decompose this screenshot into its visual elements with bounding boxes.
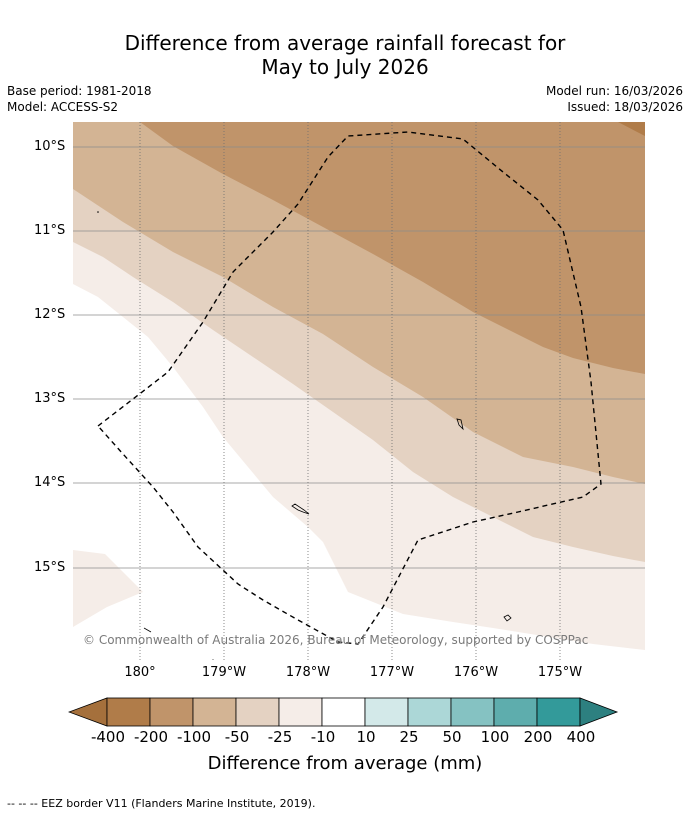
lon-label-175w: 175°W	[537, 665, 583, 680]
islet-nw	[97, 211, 99, 213]
colorbar-cell	[192, 697, 237, 727]
band-minus-200	[618, 122, 645, 136]
colorbar-label: 200	[523, 728, 553, 746]
colorbar-cell	[278, 697, 323, 727]
eez-footer-note: -- -- -- EEZ border V11 (Flanders Marine…	[7, 797, 316, 810]
colorbar-label: 25	[399, 728, 419, 746]
model-name: Model: ACCESS-S2	[7, 100, 119, 114]
model-run: Model run: 16/03/2026	[545, 84, 683, 98]
lon-label-176w: 176°W	[453, 665, 499, 680]
colorbar-cell	[364, 697, 409, 727]
eez-border	[96, 131, 602, 645]
lat-label-11s: 11°S	[34, 223, 66, 238]
colorbar-cell	[450, 697, 495, 727]
colorbar-cell	[536, 697, 581, 727]
colorbar-label: 400	[566, 728, 596, 746]
colorbar-cell	[106, 697, 151, 727]
colorbar-title: Difference from average (mm)	[207, 753, 483, 774]
colorbar-label: 50	[442, 728, 462, 746]
band-minus-10-sw-patch	[73, 550, 143, 627]
colorbar-cell	[149, 697, 194, 727]
colorbar-label: -25	[267, 728, 293, 746]
lon-label-178w: 178°W	[285, 665, 331, 680]
lat-label-12s: 12°S	[34, 307, 66, 322]
map-title-line-2: May to July 2026	[261, 55, 429, 79]
colorbar-cell	[493, 697, 538, 727]
band-minus-100	[140, 122, 645, 374]
colorbar	[68, 697, 619, 727]
island-west	[291, 503, 310, 515]
copyright-notice: © Commonwealth of Australia 2026, Bureau…	[83, 633, 589, 647]
colorbar-label: -200	[133, 728, 169, 746]
colorbar-cell	[407, 697, 452, 727]
colorbar-label: 100	[480, 728, 510, 746]
colorbar-label: -400	[90, 728, 126, 746]
lat-label-14s: 14°S	[34, 475, 66, 490]
lon-label-180: 180°	[124, 665, 156, 680]
lon-label-177w: 177°W	[369, 665, 415, 680]
island-north	[456, 418, 464, 431]
lon-label-179w: 179°W	[201, 665, 247, 680]
issued-date: Issued: 18/03/2026	[567, 100, 683, 114]
latitude-gridlines	[73, 146, 645, 569]
island-south	[503, 614, 512, 622]
lat-label-10s: 10°S	[34, 139, 66, 154]
base-period: Base period: 1981-2018	[7, 84, 152, 98]
colorbar-label: 10	[356, 728, 376, 746]
islet-south	[212, 659, 214, 660]
lat-label-13s: 13°S	[34, 391, 66, 406]
colorbar-label: -50	[224, 728, 250, 746]
lat-label-15s: 15°S	[34, 560, 66, 575]
colorbar-label: -100	[176, 728, 212, 746]
colorbar-extend-low	[68, 697, 108, 727]
islet-sw	[143, 627, 152, 633]
colorbar-label: -10	[310, 728, 336, 746]
colorbar-cell	[321, 697, 366, 727]
map-title-line-1: Difference from average rainfall forecas…	[124, 31, 566, 55]
colorbar-cell	[235, 697, 280, 727]
rainfall-map	[73, 122, 645, 660]
colorbar-extend-high	[579, 697, 619, 727]
